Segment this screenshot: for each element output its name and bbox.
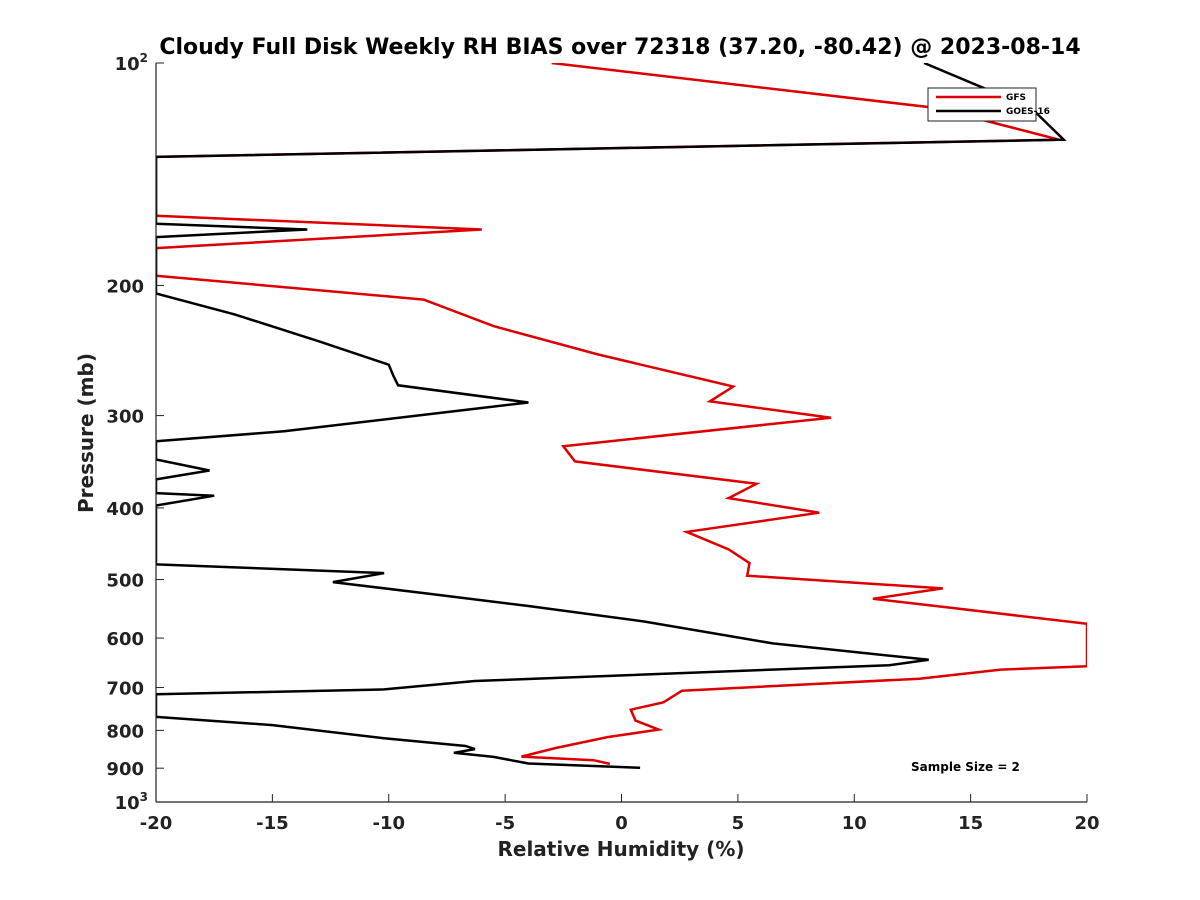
- x-tick-label: 10: [842, 813, 867, 834]
- y-axis-label: Pressure (mb): [74, 353, 98, 513]
- y-tick-label: 900: [106, 759, 144, 780]
- series-layer: [156, 63, 1087, 770]
- x-tick-label: -10: [372, 813, 405, 834]
- legend-box: [927, 87, 1037, 122]
- y-tick-label: 102: [115, 51, 148, 75]
- y-tick-label: 400: [106, 499, 144, 520]
- y-tick-label: 500: [106, 571, 144, 592]
- y-tick-label: 700: [106, 679, 144, 700]
- y-tick-label: 300: [106, 407, 144, 428]
- sample-size-annotation: Sample Size = 2: [911, 760, 1020, 774]
- plot-area: -20 -15 -10 -5 0 5 10 15 20 102 200 300 400 500 600 70…: [106, 51, 1099, 834]
- y-tick-label: 200: [106, 276, 144, 297]
- series-line-gfs: [156, 63, 1087, 766]
- legend: GFS GOES-16: [927, 87, 1050, 122]
- y-tick-label: 103: [115, 790, 148, 814]
- x-tick-label: -15: [256, 813, 289, 834]
- x-tick-label: 15: [958, 813, 983, 834]
- x-tick-label: 5: [732, 813, 745, 834]
- x-axis-label: Relative Humidity (%): [497, 837, 744, 861]
- y-tick-label: 800: [106, 721, 144, 742]
- series-line-goes16: [156, 63, 1067, 770]
- legend-label-goes16: GOES-16: [1006, 107, 1050, 117]
- y-tick-label: 600: [106, 629, 144, 650]
- x-tick-label: -5: [495, 813, 515, 834]
- legend-label-gfs: GFS: [1006, 93, 1026, 103]
- x-ticks: -20 -15 -10 -5 0 5 10 15 20: [140, 794, 1100, 834]
- chart-title: Cloudy Full Disk Weekly RH BIAS over 723…: [159, 35, 1080, 60]
- x-tick-label: 20: [1074, 813, 1099, 834]
- y-ticks: 102 200 300 400 500 600 700 800 900 103: [106, 51, 164, 814]
- x-tick-label: -20: [140, 813, 173, 834]
- x-tick-label: 0: [615, 813, 628, 834]
